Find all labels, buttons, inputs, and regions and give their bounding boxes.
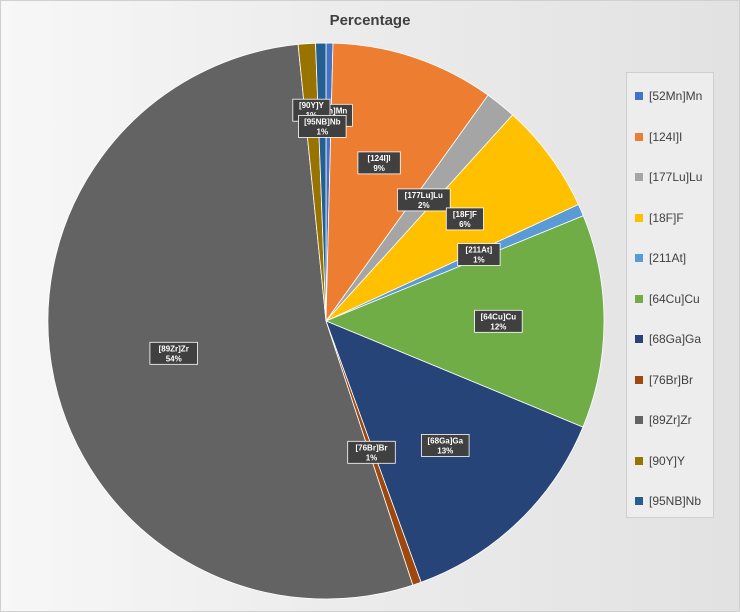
legend-swatch	[635, 173, 643, 181]
data-label-name: [68Ga]Ga	[428, 436, 464, 445]
legend-swatch	[635, 294, 643, 303]
legend-swatch	[635, 456, 643, 465]
legend-item-18f-f: [18F]F	[635, 211, 684, 225]
legend: [52Mn]Mn [124I]I [177Lu]Lu [18F]F [211At] [64…	[626, 72, 714, 518]
legend-label: [211At]	[649, 251, 687, 265]
data-label-percent: 1%	[473, 256, 485, 265]
legend-swatch	[635, 375, 643, 384]
legend-label: [89Zr]Zr	[649, 413, 692, 427]
legend-label: [64Cu]Cu	[649, 291, 700, 306]
legend-item-211at: [211At]	[635, 251, 686, 265]
pie-slice-64cu-cu	[324, 215, 605, 428]
pie-slice-89zr-zr	[47, 43, 414, 600]
data-label-name: [89Zr]Zr	[159, 344, 189, 353]
data-label-percent: 2%	[418, 201, 430, 210]
data-label-76br-br: [76Br]Br1%	[347, 440, 396, 464]
legend-swatch	[635, 497, 643, 505]
data-label-percent: 54%	[166, 354, 182, 363]
data-label-percent: 1%	[317, 127, 329, 136]
legend-label: [18F]F	[649, 210, 684, 225]
legend-swatch	[635, 213, 643, 222]
data-label-18f-f: [18F]F6%	[445, 207, 484, 231]
data-label-name: [124I]I	[368, 154, 391, 163]
data-label-name: [90Y]Y	[299, 101, 325, 110]
data-label-percent: 6%	[459, 220, 471, 229]
legend-item-95nb-nb: [95NB]Nb	[635, 494, 701, 508]
data-label-percent: 12%	[490, 322, 506, 331]
data-label-name: [76Br]Br	[355, 443, 387, 452]
legend-item-76br-br: [76Br]Br	[635, 373, 693, 387]
legend-swatch	[635, 92, 643, 100]
legend-item-64cu-cu: [64Cu]Cu	[635, 292, 700, 306]
legend-swatch	[635, 335, 643, 343]
legend-item-124i-i: [124I]I	[635, 130, 682, 144]
pie-slice-124i-i	[325, 42, 489, 323]
legend-swatch	[635, 254, 643, 262]
data-label-name: [18F]F	[453, 210, 477, 219]
data-label-name: [177Lu]Lu	[405, 191, 443, 200]
legend-label: [68Ga]Ga	[649, 332, 702, 346]
data-label-95nb-nb: [95NB]Nb1%	[298, 115, 347, 138]
legend-label: [52Mn]Mn	[649, 89, 703, 103]
data-label-percent: 1%	[366, 453, 378, 462]
legend-item-177lu-lu: [177Lu]Lu	[635, 170, 702, 184]
legend-item-52mn-mn: [52Mn]Mn	[635, 89, 702, 103]
legend-swatch	[635, 416, 643, 424]
legend-label: [95NB]Nb	[649, 494, 702, 508]
legend-label: [90Y]Y	[649, 453, 686, 468]
legend-item-90y-y: [90Y]Y	[635, 454, 685, 468]
data-label-177lu-lu: [177Lu]Lu2%	[396, 188, 451, 212]
legend-item-68ga-ga: [68Ga]Ga	[635, 332, 701, 346]
legend-label: [177Lu]Lu	[649, 170, 703, 184]
chart-title: Percentage	[329, 12, 411, 29]
data-label-name: [95NB]Nb	[304, 117, 341, 126]
legend-label: [76Br]Br	[649, 372, 694, 387]
data-label-percent: 13%	[437, 446, 453, 455]
legend-item-89zr-zr: [89Zr]Zr	[635, 413, 692, 427]
legend-swatch	[635, 132, 643, 141]
data-label-percent: 9%	[373, 164, 385, 173]
legend-label: [124I]I	[649, 129, 683, 144]
data-label-name: [64Cu]Cu	[481, 312, 517, 321]
data-label-124i-i: [124I]I9%	[357, 151, 401, 175]
data-label-211at: [211At]1%	[457, 243, 501, 266]
data-label-name: [211At]	[466, 246, 493, 255]
